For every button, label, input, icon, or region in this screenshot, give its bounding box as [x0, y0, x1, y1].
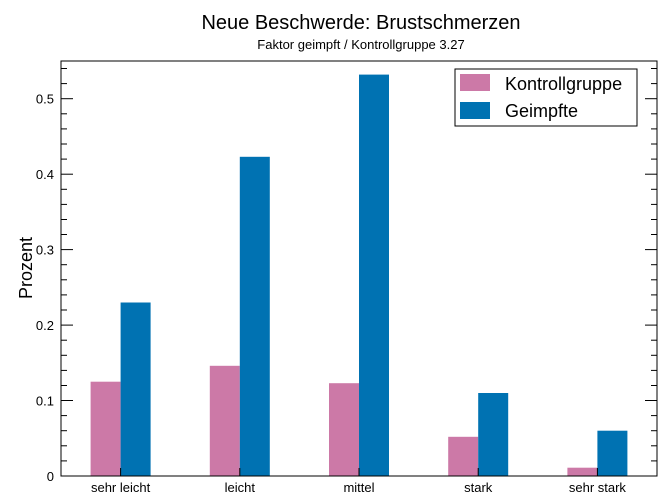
- y-tick-label: 0.1: [36, 394, 54, 409]
- legend-label-kontrollgruppe: Kontrollgruppe: [505, 74, 622, 94]
- y-axis-label: Prozent: [16, 237, 36, 299]
- chart-subtitle: Faktor geimpft / Kontrollgruppe 3.27: [257, 37, 464, 52]
- x-tick-label: leicht: [225, 480, 256, 495]
- x-tick-label: sehr leicht: [91, 480, 151, 495]
- bar-kontrollgruppe-mittel: [329, 383, 359, 476]
- bar-geimpfte-sehr-stark: [597, 430, 628, 476]
- bar-kontrollgruppe-leicht: [209, 365, 240, 476]
- y-tick-label: 0: [47, 469, 54, 484]
- bar-kontrollgruppe-sehr-leicht: [90, 381, 121, 476]
- y-tick-label: 0.5: [36, 92, 54, 107]
- y-tick-label: 0.2: [36, 318, 54, 333]
- bar-geimpfte-sehr-leicht: [120, 302, 151, 476]
- bar-geimpfte-mittel: [359, 74, 389, 476]
- x-tick-label: mittel: [343, 480, 374, 495]
- bar-kontrollgruppe-sehr-stark: [567, 467, 598, 476]
- legend-swatch-geimpfte: [460, 102, 490, 119]
- legend-label-geimpfte: Geimpfte: [505, 101, 578, 121]
- chart-title: Neue Beschwerde: Brustschmerzen: [201, 12, 520, 34]
- bar-geimpfte-stark: [478, 393, 509, 476]
- y-tick-label: 0.4: [36, 167, 54, 182]
- y-axis: 0 0.1 0.2 0.3 0.4 0.5: [36, 68, 657, 484]
- x-tick-label: stark: [464, 480, 493, 495]
- legend-swatch-kontrollgruppe: [460, 74, 490, 91]
- y-tick-label: 0.3: [36, 243, 54, 258]
- x-tick-label: sehr stark: [569, 480, 627, 495]
- bars-group: [90, 74, 628, 477]
- x-axis: sehr leicht leicht mittel stark sehr stark: [91, 468, 626, 495]
- bar-kontrollgruppe-stark: [448, 436, 479, 476]
- bar-geimpfte-leicht: [239, 156, 270, 477]
- legend: Kontrollgruppe Geimpfte: [454, 68, 638, 127]
